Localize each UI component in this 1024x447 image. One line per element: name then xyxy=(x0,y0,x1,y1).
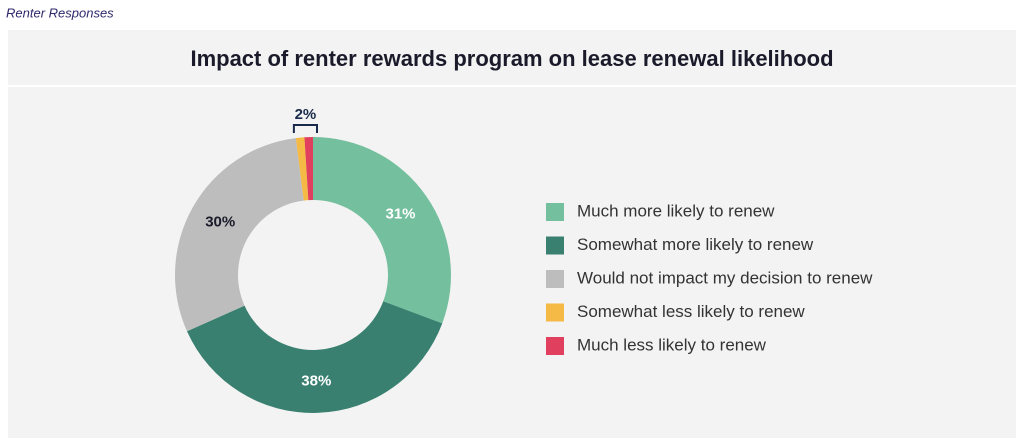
chart-title: Impact of renter rewards program on leas… xyxy=(190,46,833,71)
panel xyxy=(8,30,1016,438)
legend-label: Somewhat less likely to renew xyxy=(577,302,805,321)
legend-label: Would not impact my decision to renew xyxy=(577,268,873,287)
legend-swatch xyxy=(546,303,564,322)
legend-swatch xyxy=(546,236,564,255)
header: Renter Responses xyxy=(6,5,114,20)
annotation-bracket xyxy=(292,124,318,133)
legend-swatch xyxy=(546,337,564,355)
donut-slice xyxy=(186,301,443,413)
legend-label: Much less likely to renew xyxy=(577,335,767,354)
slice-label: 30% xyxy=(205,214,235,231)
legend-label: Somewhat more likely to renew xyxy=(577,235,814,254)
slice-label: 31% xyxy=(385,205,415,222)
annotation: 2% xyxy=(295,106,317,123)
donut-slice xyxy=(304,137,313,201)
legend-label: Much more likely to renew xyxy=(577,201,775,220)
legend-swatch xyxy=(546,270,564,288)
legend-swatch xyxy=(546,203,564,221)
donut-slice xyxy=(174,138,304,332)
donut-slice xyxy=(313,137,451,324)
donut-slice xyxy=(295,137,309,201)
slice-label: 38% xyxy=(301,372,331,389)
